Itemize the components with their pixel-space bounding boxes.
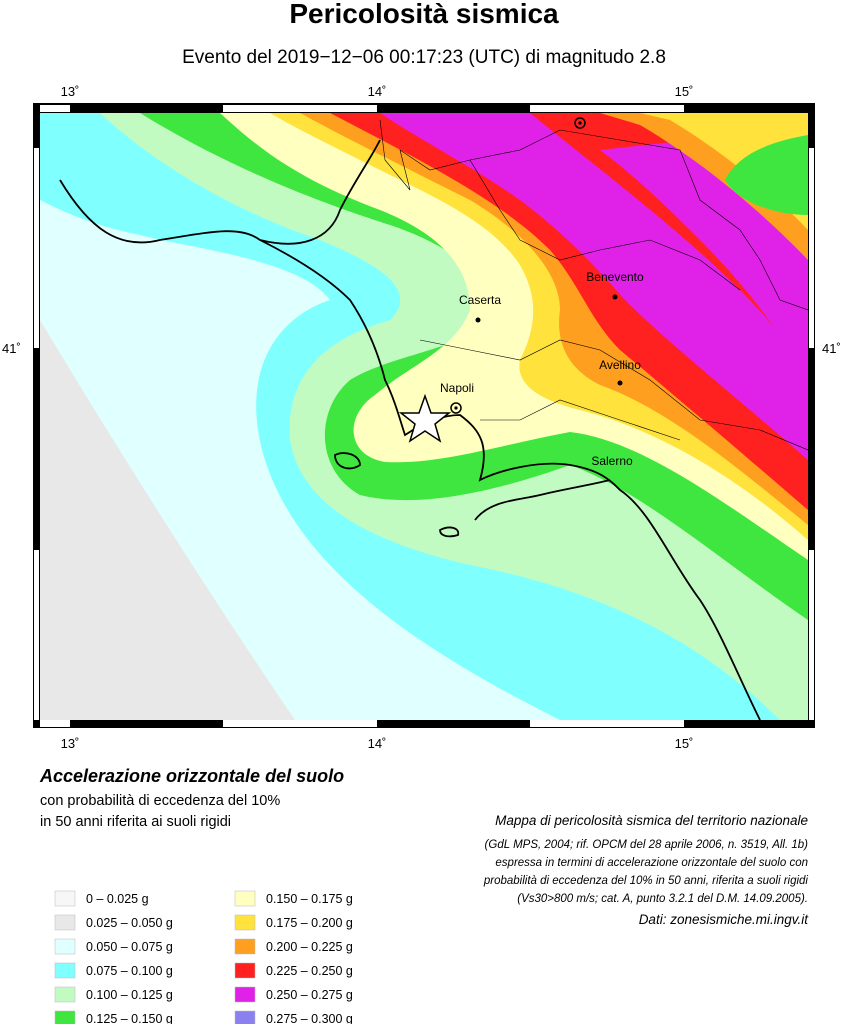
legend-line: in 50 anni riferita ai suoli rigidi — [40, 814, 231, 830]
legend-swatch — [234, 1010, 256, 1027]
frame-segment — [40, 105, 70, 112]
zone — [380, 113, 808, 460]
note-line: (GdL MPS, 2004; rif. OPCM del 28 aprile … — [485, 839, 809, 851]
lon-label: 13˚ — [61, 84, 80, 99]
note-line: Mappa di pericolosità sismica del territ… — [495, 813, 808, 828]
lon-label: 14˚ — [368, 84, 387, 99]
title: Pericolosità sismica — [289, 0, 559, 29]
lat-label: 41˚ — [2, 341, 21, 356]
borders — [379, 119, 808, 451]
cities: Caserta Benevento Avellino Napoli Salern… — [398, 117, 644, 468]
legend-label: 0.200 – 0.225 g — [266, 940, 353, 954]
coastline — [59, 139, 761, 720]
note-line: espressa in termini di accelerazione ori… — [495, 857, 808, 869]
legend-label: 0.225 – 0.250 g — [266, 964, 353, 978]
subtitle: Evento del 2019−12−06 00:17:23 (UTC) di … — [182, 47, 666, 68]
source: Dati: zonesismiche.mi.ingv.it — [639, 912, 810, 927]
legend-label: 0.100 – 0.125 g — [86, 988, 173, 1002]
legend-swatch — [54, 962, 76, 979]
city-label: Salerno — [591, 454, 633, 468]
zone — [640, 113, 808, 230]
legend-label: 0.025 – 0.050 g — [86, 916, 173, 930]
zone — [725, 135, 808, 215]
frame-segment — [34, 550, 39, 720]
legend-swatch — [234, 986, 256, 1003]
legend-swatch — [234, 938, 256, 955]
legend-swatch — [234, 890, 256, 907]
lon-label: 15˚ — [675, 84, 694, 99]
note-line: (Vs30>800 m/s; cat. A, punto 3.2.1 del D… — [517, 893, 808, 905]
frame-segment — [223, 105, 377, 112]
note-line: probabilità di eccedenza del 10% in 50 a… — [483, 875, 809, 887]
legend-swatch — [54, 986, 76, 1003]
frame-segment — [40, 720, 70, 727]
city-dot — [454, 406, 458, 410]
frame-segment — [809, 148, 814, 348]
legend-swatch — [54, 890, 76, 907]
legend-label: 0.150 – 0.175 g — [266, 892, 353, 906]
legend-label: 0.075 – 0.100 g — [86, 964, 173, 978]
lon-label: 15˚ — [675, 736, 694, 751]
legend: 0 – 0.025 g 0.025 – 0.050 g 0.050 – 0.075 … — [54, 890, 353, 1027]
volcano-marker — [574, 117, 586, 129]
lon-label: 13˚ — [61, 736, 80, 751]
city-dot — [475, 317, 481, 323]
legend-label: 0 – 0.025 g — [86, 892, 149, 906]
frame-segment — [34, 148, 39, 348]
frame-bars — [34, 105, 814, 727]
legend-label: 0.125 – 0.150 g — [86, 1012, 173, 1024]
lat-label: 41˚ — [822, 341, 841, 356]
legend-label: 0.275 – 0.300 g — [266, 1012, 353, 1024]
city-dot — [612, 294, 618, 300]
city-label: Avellino — [599, 358, 641, 372]
legend-title: Accelerazione orizzontale del suolo — [39, 766, 344, 786]
legend-label: 0.050 – 0.075 g — [86, 940, 173, 954]
city-label: Caserta — [459, 293, 501, 307]
frame-segment — [530, 105, 684, 112]
city-dot — [617, 380, 623, 386]
legend-swatch — [54, 914, 76, 931]
city-dot — [450, 402, 462, 414]
legend-swatch — [54, 1010, 76, 1027]
epicenter-star — [398, 393, 452, 443]
legend-swatch — [54, 938, 76, 955]
legend-swatch — [234, 962, 256, 979]
frame-segment — [809, 550, 814, 720]
city-label: Benevento — [586, 270, 644, 284]
frame-segment — [223, 720, 377, 727]
frame-segment — [530, 720, 684, 727]
lon-label: 14˚ — [368, 736, 387, 751]
legend-swatch — [234, 914, 256, 931]
volcano-marker — [578, 121, 582, 125]
legend-label: 0.250 – 0.275 g — [266, 988, 353, 1002]
city-label: Napoli — [440, 381, 474, 395]
legend-line: con probabilità di eccedenza del 10% — [40, 793, 280, 809]
legend-label: 0.175 – 0.200 g — [266, 916, 353, 930]
